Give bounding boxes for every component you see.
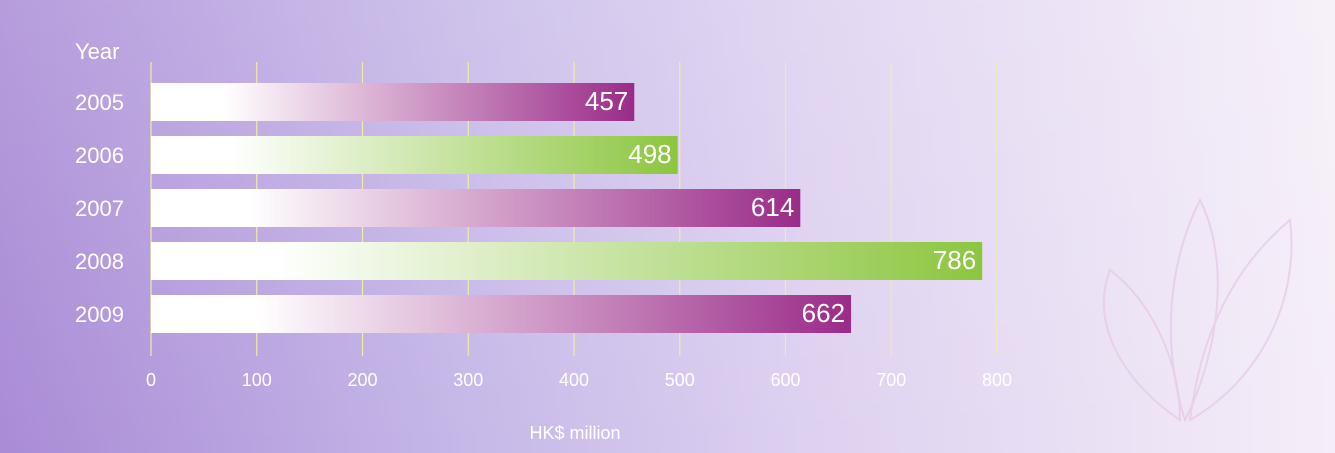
value-label: 662 [802,298,845,328]
y-tick-label: 2009 [75,302,124,327]
x-tick-label: 500 [665,370,695,390]
x-tick-label: 400 [559,370,589,390]
x-tick-label: 300 [453,370,483,390]
y-tick-label: 2007 [75,196,124,221]
y-tick-label: 2008 [75,249,124,274]
y-tick-label: 2006 [75,143,124,168]
x-axis-title: HK$ million [529,423,620,443]
bar [151,136,678,174]
x-tick-label: 600 [770,370,800,390]
x-tick-label: 200 [347,370,377,390]
x-tick-label: 700 [876,370,906,390]
x-tick-label: 0 [146,370,156,390]
value-label: 498 [628,139,671,169]
bar [151,189,800,227]
y-tick-label: 2005 [75,90,124,115]
x-tick-label: 100 [242,370,272,390]
value-label: 614 [751,192,794,222]
y-axis-title: Year [75,39,119,64]
chart: Year HK$ million 0 100 200 300 400 500 600 700 8… [0,0,1335,453]
bar [151,242,982,280]
x-tick-label: 800 [982,370,1012,390]
value-label: 457 [585,86,628,116]
value-label: 786 [933,245,976,275]
bar [151,83,634,121]
bar [151,295,851,333]
page: Year HK$ million 0 100 200 300 400 500 600 700 8… [0,0,1335,453]
